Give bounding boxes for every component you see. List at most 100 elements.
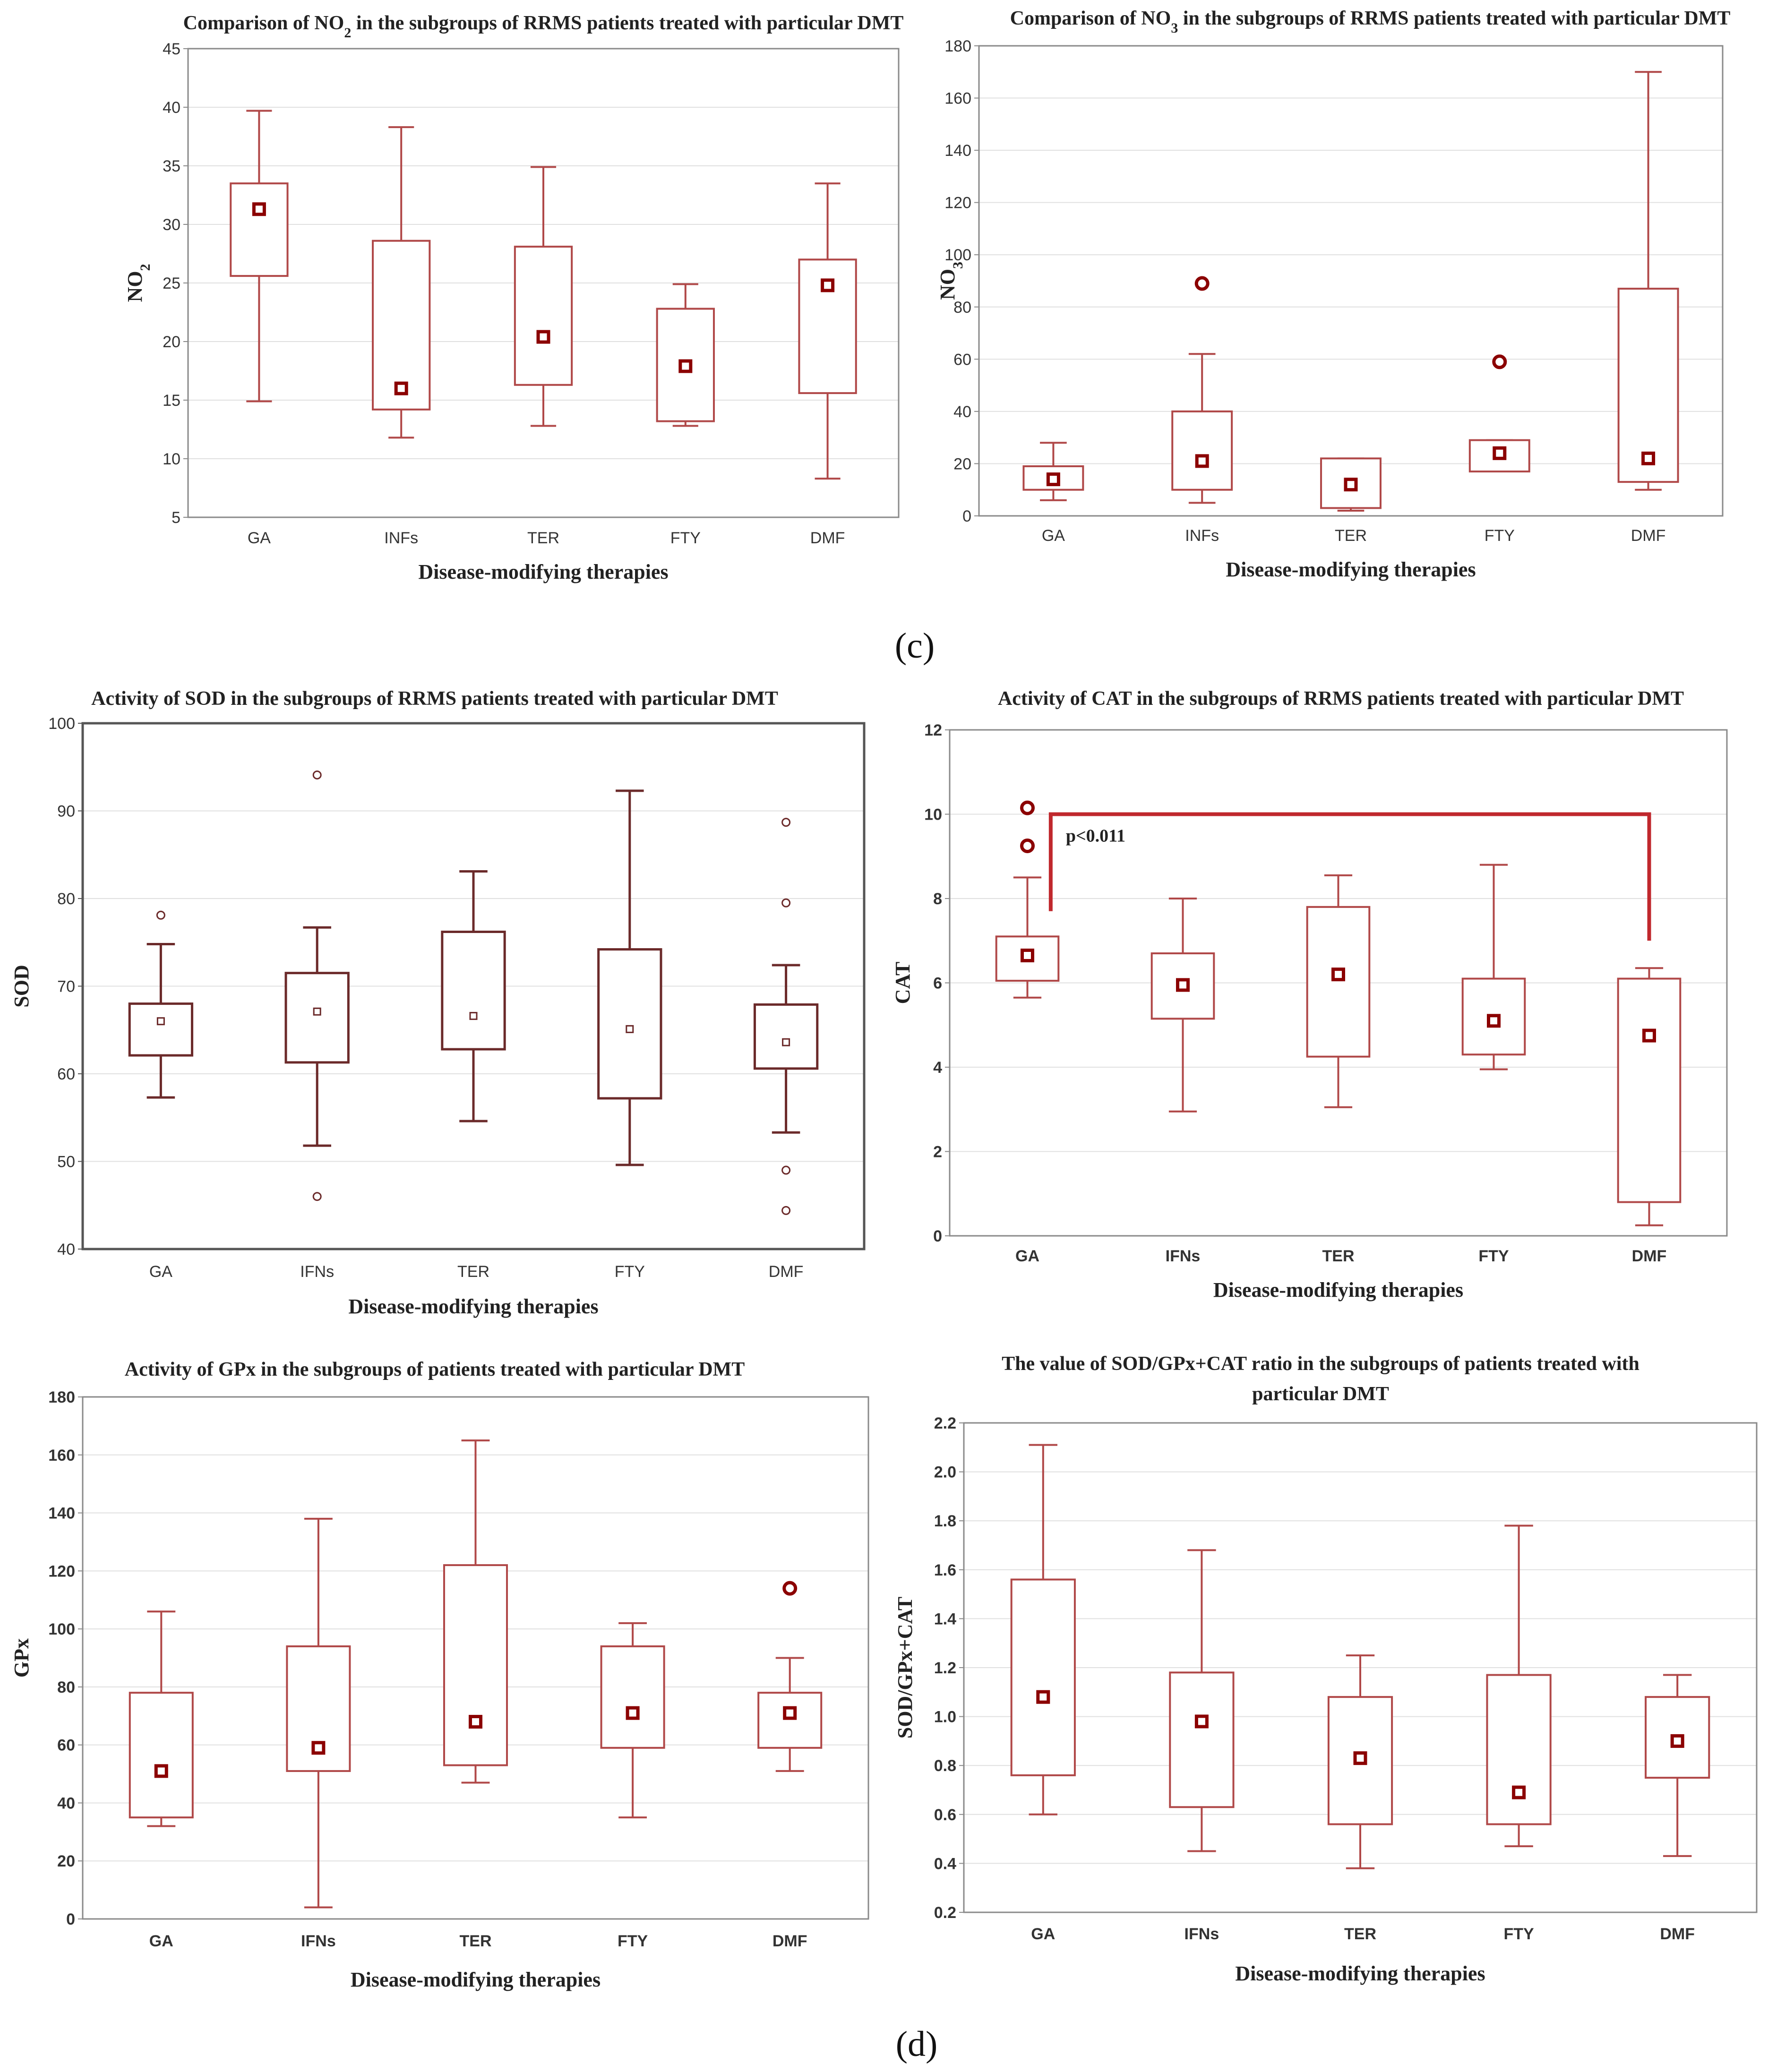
median-marker [311,1741,326,1755]
box-ga: GA [128,910,194,1281]
box-ifns: IFNs [1150,898,1215,1265]
y-tick-label: 20 [57,1852,75,1870]
median-marker [1642,1028,1656,1043]
y-tick-label: 20 [953,455,971,473]
x-tick-label: TER [1322,1247,1355,1265]
y-tick-label: 120 [944,194,971,212]
y-tick-label: 140 [944,142,971,160]
y-tick-label: 1.4 [934,1610,956,1628]
median-marker [469,1012,478,1020]
median-marker [1670,1734,1684,1748]
chart-title: The value of SOD/GPx+CAT ratio in the su… [1002,1353,1639,1405]
y-tick-label: 40 [953,403,971,421]
iqr-box [600,1645,665,1749]
chart-5: 0 20 40 60 80 100 120 140 160 180 Activity of GPx … [10,1359,869,1991]
y-axis-label: GPx [10,1638,33,1678]
iqr-box [441,930,506,1051]
plot-frame [978,45,1724,517]
median-marker [1046,472,1060,487]
box-fty: FTY [600,1622,665,1950]
median-marker [156,1017,165,1026]
iqr-box [128,1002,194,1057]
chart-3: 40 50 60 70 80 90 100 Activity of SOD in the su… [10,688,866,1318]
box-fty: FTY [597,789,662,1281]
significance-bracket [1048,812,1651,941]
y-tick-label: 100 [48,715,75,733]
outlier-point [782,1581,798,1596]
median-marker [1194,1714,1209,1729]
chart-4: 0 2 4 6 8 10 12 Activity of CAT in the subgroup… [891,688,1728,1301]
x-tick-label: DMF [772,1932,807,1950]
box-ter: TER [1327,1654,1393,1943]
x-tick-label: DMF [1631,527,1666,545]
chart-title: Activity of SOD in the subgroups of RRMS… [91,688,778,710]
median-marker [394,381,408,395]
median-marker [1641,451,1656,465]
median-marker [821,278,835,292]
x-tick-label: INFs [1185,527,1219,545]
outlier-point [1194,276,1210,291]
x-tick-label: IFNs [1166,1247,1201,1265]
y-tick-label: 70 [57,978,75,996]
iqr-box [443,1564,508,1766]
x-tick-label: FTY [1503,1925,1534,1943]
outlier-point [1492,354,1507,369]
y-tick-label: 10 [924,806,942,824]
median-marker [1487,1014,1501,1028]
median-marker [1344,478,1358,492]
y-tick-label: 1.2 [934,1659,956,1677]
y-tick-label: 6 [933,975,942,993]
y-tick-label: 160 [48,1447,75,1464]
y-tick-label: 35 [163,157,180,175]
y-tick-label: 1.8 [934,1512,956,1530]
x-tick-label: GA [1042,527,1065,545]
y-tick-label: 40 [57,1794,75,1812]
box-fty: FTY [1461,864,1526,1265]
median-marker [1331,968,1345,982]
outlier-point [1020,800,1035,815]
outlier-point [781,1165,791,1175]
x-tick-label: GA [149,1263,172,1281]
y-axis-label: CAT [891,962,914,1004]
x-tick-label: FTY [1478,1247,1509,1265]
y-axis-label: NO3 [936,262,966,300]
outlier-point [156,910,165,920]
chart-title: Activity of CAT in the subgroups of RRMS… [998,688,1684,710]
outlier-point [312,770,322,779]
y-tick-label: 0 [66,1910,75,1928]
outlier-point [312,1192,322,1201]
box-dmf: DMF [757,1581,823,1950]
x-axis-label: Disease-modifying therapies [351,1968,601,1991]
y-tick-label: 90 [57,803,75,821]
y-tick-label: 60 [953,351,971,368]
box-ter: TER [1306,874,1371,1265]
iqr-box [1617,288,1679,483]
iqr-box [1617,977,1682,1203]
x-tick-label: TER [457,1263,489,1281]
y-tick-label: 0 [933,1227,942,1245]
p-value-annotation: p<0.011 [1066,826,1125,846]
x-tick-label: TER [460,1932,492,1950]
panel-label-d: (d) [896,2024,938,2064]
x-axis-label: Disease-modifying therapies [1226,558,1476,581]
y-tick-label: 80 [57,1678,75,1696]
iqr-box [1461,977,1526,1056]
y-tick-label: 1.6 [934,1561,956,1579]
iqr-box [1486,1674,1552,1825]
y-tick-label: 180 [944,37,971,55]
plot-frame [82,1396,869,1920]
median-marker [1493,446,1507,460]
x-tick-label: DMF [1660,1925,1695,1943]
y-tick-label: 140 [48,1505,75,1523]
median-marker [678,359,693,373]
median-marker [469,1715,482,1729]
chart-2: 0 20 40 60 80 100 120 140 160 180 Comparison of NO… [936,8,1730,581]
y-axis-label: NO2 [123,264,153,302]
x-tick-label: GA [1015,1247,1039,1265]
outlier-point [1020,838,1035,853]
chart-title: Comparison of NO2 in the subgroups of RR… [183,12,904,41]
median-marker [626,1025,634,1033]
y-tick-label: 100 [944,246,971,264]
